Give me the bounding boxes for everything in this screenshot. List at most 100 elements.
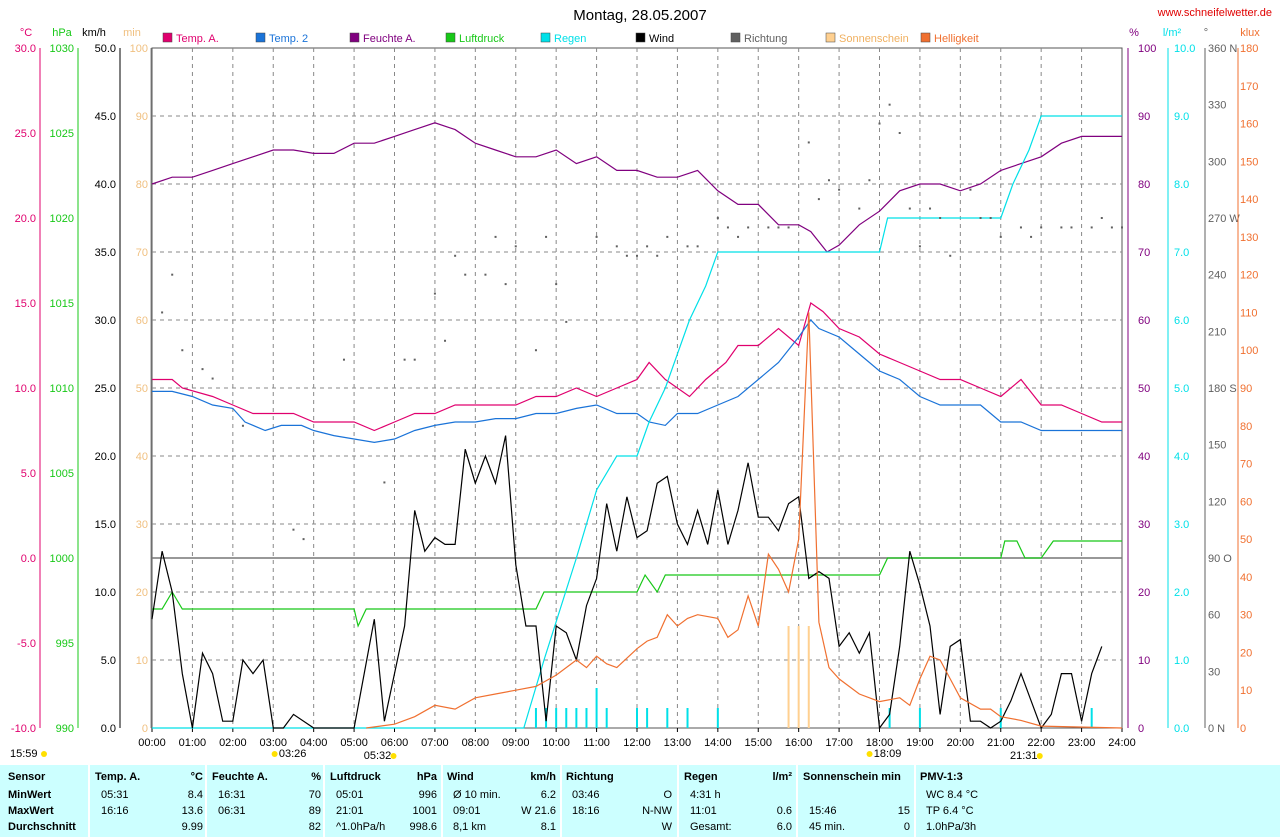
direction-point [1090, 226, 1093, 229]
right-axis-tick: 40 [1240, 572, 1252, 584]
direction-point [1030, 235, 1033, 238]
right-axis-tick: 20 [1138, 587, 1150, 599]
left-axis-tick: 90 [136, 111, 148, 123]
stats-unit: km/h [530, 771, 556, 783]
direction-point [686, 245, 689, 248]
direction-point [383, 481, 386, 484]
left-axis-tick: 1030 [50, 43, 74, 55]
stats-header: Luftdruck [330, 771, 381, 783]
x-tick-label: 03:00 [259, 737, 287, 749]
right-axis-tick: 4.0 [1174, 451, 1189, 463]
left-axis-tick: 0.0 [101, 723, 116, 735]
stats-value: 13.6 [181, 805, 203, 817]
right-axis-tick: 100 [1240, 345, 1258, 357]
site-url[interactable]: www.schneifelwetter.de [1157, 7, 1272, 19]
right-axis-unit: % [1129, 27, 1139, 39]
right-axis-tick: 8.0 [1174, 179, 1189, 191]
direction-point [838, 188, 841, 191]
left-axis-tick: 1015 [50, 298, 74, 310]
stats-header: Sensor [8, 771, 46, 783]
left-axis-tick: 40 [136, 451, 148, 463]
direction-point [1019, 226, 1022, 229]
left-axis-tick: 70 [136, 247, 148, 259]
left-axis-tick: 5.0 [21, 468, 36, 480]
left-axis-tick: 35.0 [95, 247, 116, 259]
stats-time: WC 8.4 °C [926, 789, 979, 801]
left-axis-unit: hPa [52, 27, 72, 39]
legend-swatch [540, 32, 551, 43]
stats-time: Gesamt: [690, 821, 732, 833]
stats-unit: °C [190, 771, 203, 783]
x-tick-label: 18:00 [866, 737, 894, 749]
x-tick-label: 10:00 [542, 737, 570, 749]
left-axis-tick: 20.0 [15, 213, 36, 225]
x-tick-label: 20:00 [947, 737, 975, 749]
right-axis-unit: klux [1240, 27, 1260, 39]
direction-point [827, 179, 830, 182]
x-tick-label: 21:00 [987, 737, 1015, 749]
right-axis-unit: ° [1204, 27, 1208, 39]
direction-point [1060, 226, 1063, 229]
direction-point [565, 320, 568, 323]
left-axis-tick: 80 [136, 179, 148, 191]
direction-point [1100, 217, 1103, 219]
right-axis-tick: 60 [1138, 315, 1150, 327]
direction-point [615, 245, 618, 248]
stats-time: 09:01 [453, 805, 481, 817]
stats-separator [796, 765, 798, 837]
direction-point [625, 254, 628, 257]
legend-swatch [825, 32, 836, 43]
stats-time: 8,1 km [453, 821, 487, 833]
direction-point [302, 538, 305, 541]
direction-point [342, 358, 345, 361]
right-axis-tick: 330 [1208, 100, 1226, 112]
right-axis-unit: l/m² [1163, 27, 1182, 39]
stats-header: Feuchte A. [212, 771, 268, 783]
stats-time: 45 min. [809, 821, 846, 833]
left-axis-tick: 15.0 [15, 298, 36, 310]
direction-point [868, 179, 871, 182]
stats-time: ^1.0hPa/h [336, 821, 386, 833]
stats-separator [560, 765, 562, 837]
stats-time: 03:46 [572, 789, 600, 801]
legend-label: Regen [554, 33, 586, 45]
right-axis-tick: 10 [1240, 685, 1252, 697]
right-axis-tick: 70 [1240, 459, 1252, 471]
right-axis-tick: 30 [1240, 610, 1252, 622]
direction-point [636, 254, 638, 257]
direction-point [807, 141, 810, 144]
stats-value: O [663, 789, 672, 801]
x-tick-label: 00:00 [138, 737, 166, 749]
stats-separator [677, 765, 679, 837]
left-axis-tick: 25.0 [15, 128, 36, 140]
left-axis-tick: 0.0 [21, 553, 36, 565]
x-tick-label: 06:00 [381, 737, 409, 749]
direction-point [979, 217, 982, 219]
legend: Temp. A. Temp. 2 Feuchte A. Luftdruck Regen W… [162, 32, 979, 45]
left-axis-tick: 990 [56, 723, 74, 735]
x-tick-label: 19:00 [906, 737, 934, 749]
direction-point [918, 245, 921, 248]
direction-point [787, 226, 790, 229]
right-axis-tick: 90 [1240, 383, 1252, 395]
legend-swatch [162, 32, 173, 43]
left-axis-unit: km/h [82, 27, 106, 39]
series-line-helligkeit [366, 312, 1123, 729]
stats-value: W 21.6 [521, 805, 556, 817]
stats-time: 16:31 [218, 789, 246, 801]
direction-point [545, 235, 548, 238]
stats-value: W [661, 821, 672, 833]
stats-time: TP 6.4 °C [926, 805, 974, 817]
left-axis-unit: °C [20, 27, 32, 39]
direction-point [767, 226, 770, 229]
x-tick-label: 22:00 [1027, 737, 1055, 749]
series-line-temp-2 [152, 319, 1122, 444]
x-tick-label: 17:00 [825, 737, 853, 749]
right-axis-tick: 50 [1138, 383, 1150, 395]
right-axis-tick: 20 [1240, 647, 1252, 659]
right-axis-tick: 90 [1138, 111, 1150, 123]
direction-point [737, 235, 740, 238]
left-axis-tick: 50 [136, 383, 148, 395]
direction-point [949, 254, 952, 257]
stats-row-label: Durchschnitt [8, 821, 76, 833]
